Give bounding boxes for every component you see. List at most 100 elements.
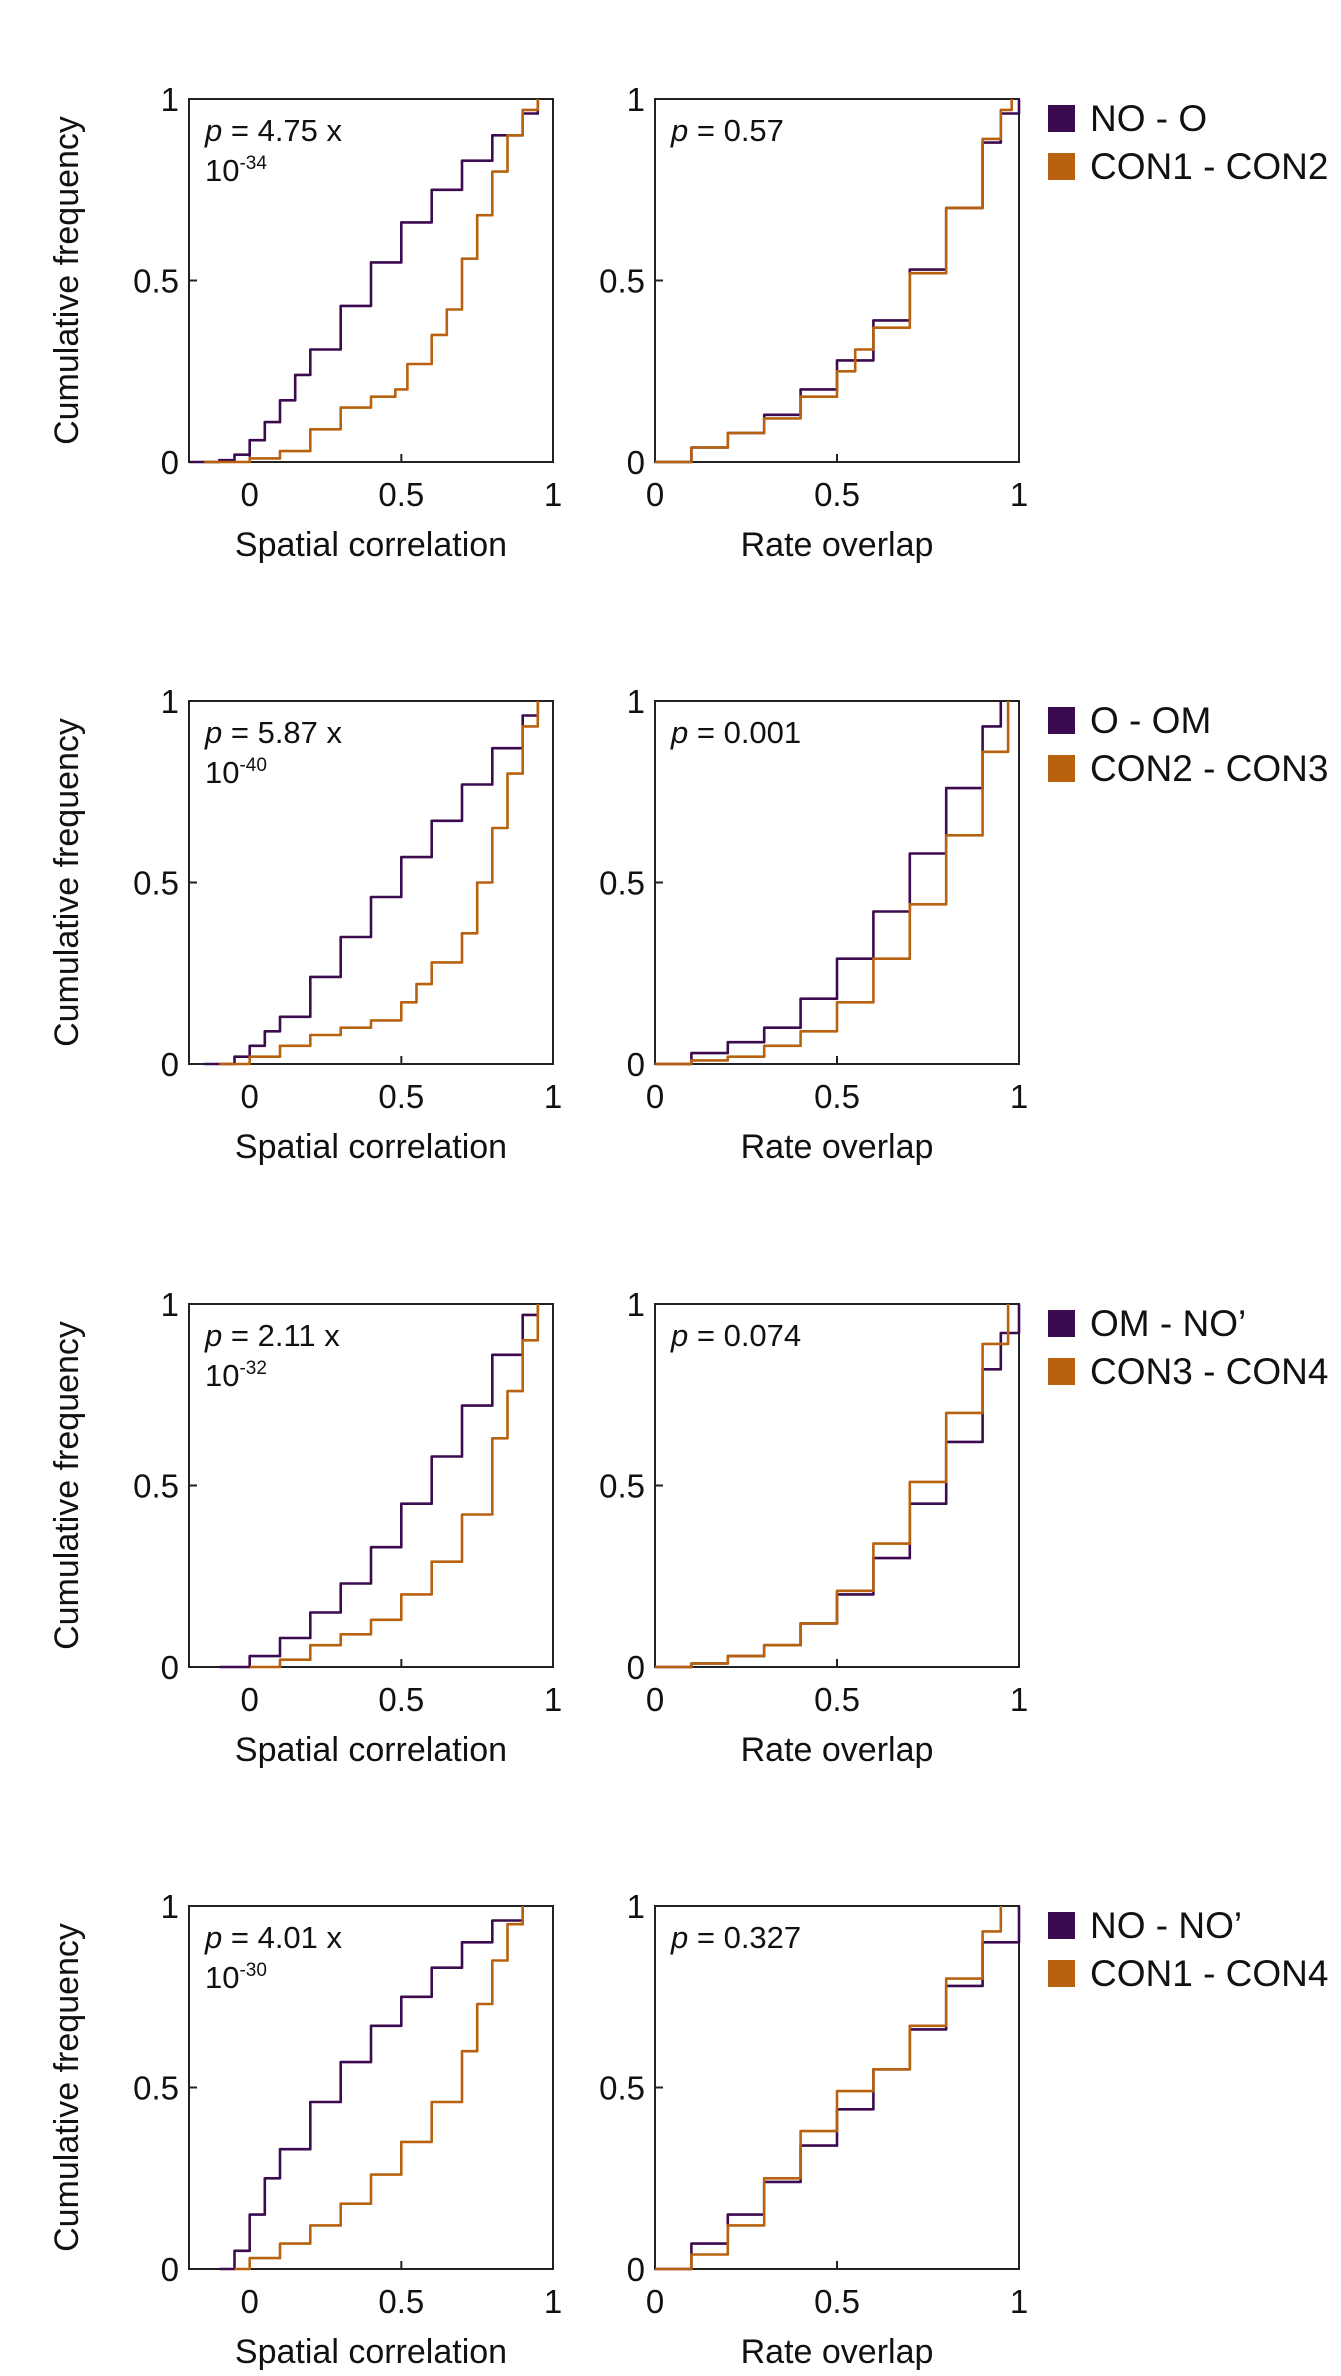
y-tick-label: 0	[161, 1046, 179, 1083]
series-line-2	[655, 701, 1010, 1066]
p-value-annotation: p = 4.75 x	[204, 113, 343, 148]
chart-row3-spatial: 0 0.5 1 0 0.5 1 Spatial correlation Cumulative …	[48, 1286, 562, 1769]
legend-row-3: OM - NO’ CON3 - CON4	[1048, 1303, 1328, 1392]
x-tick-label: 0	[240, 476, 258, 513]
x-tick-label: 0	[240, 2283, 258, 2320]
y-tick-label: 1	[627, 81, 645, 118]
y-axis-label: Cumulative frequency	[48, 1321, 86, 1650]
x-axis-label: Spatial correlation	[235, 1128, 507, 1166]
y-tick-label: 0.5	[133, 263, 179, 300]
series-line-2	[655, 99, 1013, 464]
y-axis-label: Cumulative frequency	[48, 1923, 86, 2252]
legend-label: CON2 - CON3	[1090, 748, 1328, 789]
p-value-exponent: 10-32	[205, 1358, 267, 1393]
y-tick-label: 1	[627, 683, 645, 720]
x-tick-label: 0	[646, 2283, 664, 2320]
legend-swatch	[1048, 1358, 1075, 1385]
x-tick-label: 0.5	[378, 1078, 424, 1115]
series-line-2	[234, 1906, 524, 2271]
x-tick-label: 0	[240, 1078, 258, 1115]
legend-swatch	[1048, 1912, 1075, 1939]
legend-label: NO - O	[1090, 98, 1207, 139]
x-axis-label: Rate overlap	[741, 2333, 934, 2371]
x-axis-label: Spatial correlation	[235, 526, 507, 564]
y-tick-label: 1	[161, 81, 179, 118]
x-tick-label: 0.5	[814, 1078, 860, 1115]
legend-swatch	[1048, 707, 1075, 734]
chart-row4-spatial: 0 0.5 1 0 0.5 1 Spatial correlation Cumulative …	[48, 1888, 562, 2371]
legend-label: CON1 - CON2	[1090, 146, 1328, 187]
chart-row1-spatial: 0 0.5 1 0 0.5 1 Spatial correlation Cumulative …	[48, 81, 562, 564]
legend-label: CON1 - CON4	[1090, 1953, 1328, 1994]
x-tick-label: 1	[1010, 1078, 1028, 1115]
series-line-1	[655, 1906, 1021, 2271]
y-tick-label: 0.5	[133, 1468, 179, 1505]
chart-row1-rate: 0 0.5 1 0 0.5 1 Rate overlap p = 0.57	[599, 81, 1028, 564]
legend-swatch	[1048, 755, 1075, 782]
p-value-annotation: p = 0.074	[670, 1318, 801, 1353]
x-tick-label: 1	[1010, 2283, 1028, 2320]
x-axis-label: Spatial correlation	[235, 2333, 507, 2371]
legend-swatch	[1048, 153, 1075, 180]
series-line-2	[655, 1304, 1010, 1669]
x-axis-label: Rate overlap	[741, 526, 934, 564]
y-tick-label: 1	[161, 683, 179, 720]
x-tick-label: 0	[646, 1681, 664, 1718]
legend-label: NO - NO’	[1090, 1905, 1242, 1946]
p-value-exponent: 10-34	[205, 153, 267, 188]
p-value-annotation: p = 2.11 x	[204, 1318, 340, 1353]
p-value-annotation: p = 4.01 x	[204, 1920, 343, 1955]
x-tick-label: 0.5	[814, 1681, 860, 1718]
y-tick-label: 0	[627, 1649, 645, 1686]
x-axis-label: Spatial correlation	[235, 1731, 507, 1769]
series-line-1	[189, 99, 540, 464]
x-tick-label: 0.5	[378, 476, 424, 513]
y-tick-label: 0	[161, 2251, 179, 2288]
x-tick-label: 0	[646, 1078, 664, 1115]
x-tick-label: 1	[1010, 1681, 1028, 1718]
x-axis-label: Rate overlap	[741, 1128, 934, 1166]
x-tick-label: 0	[646, 476, 664, 513]
series-line-1	[204, 701, 540, 1066]
y-tick-label: 1	[161, 1888, 179, 1925]
x-tick-label: 1	[1010, 476, 1028, 513]
chart-row2-rate: 0 0.5 1 0 0.5 1 Rate overlap p = 0.001	[599, 683, 1028, 1166]
y-tick-label: 0.5	[599, 263, 645, 300]
y-tick-label: 0.5	[133, 2070, 179, 2107]
y-tick-label: 1	[161, 1286, 179, 1323]
series-line-2	[655, 1906, 1003, 2271]
x-tick-label: 1	[544, 2283, 562, 2320]
chart-row3-rate: 0 0.5 1 0 0.5 1 Rate overlap p = 0.074	[599, 1286, 1028, 1769]
p-value-annotation: p = 0.327	[670, 1920, 801, 1955]
plot-frame	[654, 98, 1020, 463]
series-line-2	[219, 701, 540, 1066]
y-tick-label: 0.5	[599, 1468, 645, 1505]
x-tick-label: 0.5	[378, 1681, 424, 1718]
y-tick-label: 1	[627, 1888, 645, 1925]
legend-label: OM - NO’	[1090, 1303, 1246, 1344]
y-axis-label: Cumulative frequency	[48, 718, 86, 1047]
y-tick-label: 0	[161, 444, 179, 481]
legend-label: O - OM	[1090, 700, 1211, 741]
x-tick-label: 1	[544, 1681, 562, 1718]
x-axis-label: Rate overlap	[741, 1731, 934, 1769]
y-tick-label: 0.5	[599, 865, 645, 902]
p-value-annotation: p = 0.001	[670, 715, 801, 750]
chart-row2-spatial: 0 0.5 1 0 0.5 1 Spatial correlation Cumulative …	[48, 683, 562, 1166]
legend-swatch	[1048, 105, 1075, 132]
series-line-1	[219, 1906, 524, 2271]
p-value-annotation: p = 5.87 x	[204, 715, 343, 750]
legend-swatch	[1048, 1310, 1075, 1337]
legend-row-4: NO - NO’ CON1 - CON4	[1048, 1905, 1328, 1994]
p-value-exponent: 10-40	[205, 755, 267, 790]
x-tick-label: 0.5	[378, 2283, 424, 2320]
chart-row4-rate: 0 0.5 1 0 0.5 1 Rate overlap p = 0.327	[599, 1888, 1028, 2371]
y-tick-label: 1	[627, 1286, 645, 1323]
series-line-1	[655, 99, 1021, 464]
p-value-annotation: p = 0.57	[670, 113, 784, 148]
legend-row-2: O - OM CON2 - CON3	[1048, 700, 1328, 789]
plot-frame	[654, 1905, 1020, 2270]
legend-row-1: NO - O CON1 - CON2	[1048, 98, 1328, 187]
series-line-1	[219, 1304, 540, 1669]
